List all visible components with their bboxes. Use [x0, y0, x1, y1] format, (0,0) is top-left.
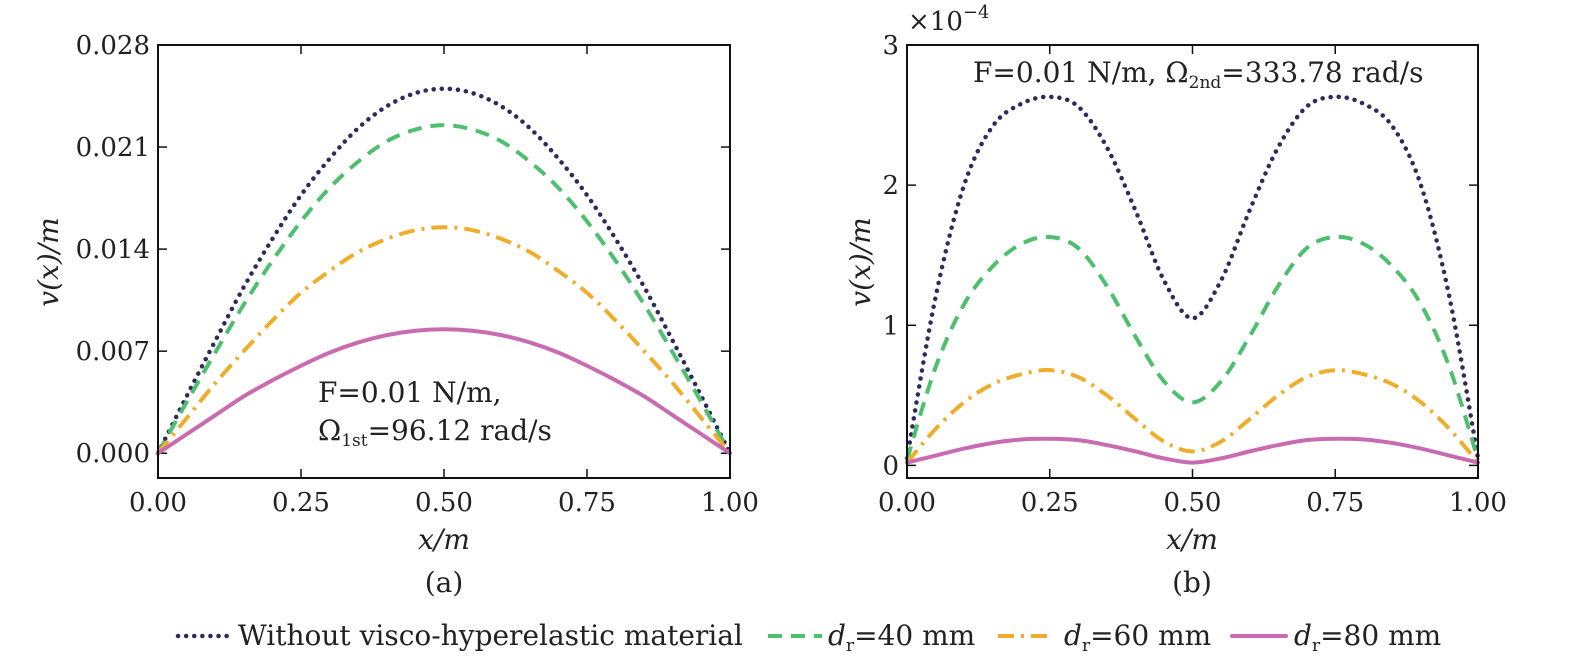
panel-a-xtick-label-4: 1.00	[701, 488, 759, 518]
panel-a-ytick-label-2: 0.014	[76, 235, 150, 265]
panel-b-series-none	[904, 94, 1481, 461]
panel-b-ylabel: v(x)/m	[844, 217, 877, 306]
panel-a-series-d80	[156, 327, 732, 456]
panel-b-series-d60	[905, 368, 1480, 464]
panel-a-series-none	[155, 86, 733, 456]
legend-label-d60: dr=60 mm	[1064, 619, 1211, 656]
panel-a-xtick-label-2: 0.50	[415, 488, 473, 518]
panel-b-annotation: F=0.01 N/m, Ω2nd=333.78 rad/s	[973, 56, 1423, 93]
panel-b-caption: (b)	[1172, 566, 1212, 599]
panel-b-xlabel: x/m	[1166, 523, 1218, 556]
panel-b-series-d80	[905, 436, 1480, 465]
panel-a-annotation-line2: Ω1st=96.12 rad/s	[318, 414, 552, 451]
panel-a-caption: (a)	[425, 566, 464, 599]
panel-b-ytick-label-2: 2	[882, 171, 899, 201]
legend: Without visco-hyperelastic material dr=4…	[175, 619, 1441, 656]
panel-a-ytick-label-4: 0.028	[76, 31, 150, 61]
panel-b-frame	[906, 44, 1479, 479]
panel-b-ytick-label-1: 1	[882, 311, 899, 341]
panel-b-ticks: 0.00 0.25 0.50 0.75 1.00 0 1 2 3	[878, 31, 1507, 518]
panel-a: 0.00 0.25 0.50 0.75 1.00 0.000 0.007 0.014 0.021…	[32, 31, 759, 599]
panel-b-xtick-label-1: 0.25	[1021, 488, 1079, 518]
panel-b-xtick-label-4: 1.00	[1449, 488, 1507, 518]
panel-a-series-d60	[156, 225, 732, 455]
panel-a-ytick-label-3: 0.021	[76, 133, 150, 163]
panel-a-annotation-line1: F=0.01 N/m,	[318, 376, 502, 409]
panel-b-multiplier: ×10−4	[908, 2, 989, 37]
panel-a-ytick-label-0: 0.000	[76, 439, 150, 469]
panel-b-xtick-label-0: 0.00	[878, 488, 936, 518]
panel-a-ylabel: v(x)/m	[32, 217, 65, 306]
panel-b-series-d40	[905, 234, 1480, 461]
panel-b-ytick-label-3: 3	[882, 31, 899, 61]
panel-a-ticks: 0.00 0.25 0.50 0.75 1.00 0.000 0.007 0.014 0.021…	[76, 31, 759, 518]
panel-b-ytick-label-0: 0	[882, 451, 899, 481]
panel-b-xtick-label-2: 0.50	[1164, 488, 1222, 518]
panel-a-frame	[157, 44, 731, 479]
legend-label-none: Without visco-hyperelastic material	[238, 619, 743, 652]
panel-b-series	[904, 94, 1481, 465]
panel-a-series-d40	[156, 123, 732, 455]
panel-b: 0.00 0.25 0.50 0.75 1.00 0 1 2 3 ×10−4 x/m v(x)/…	[844, 2, 1507, 599]
panel-b-xtick-label-3: 0.75	[1306, 488, 1364, 518]
panel-a-xtick-label-3: 0.75	[558, 488, 616, 518]
panel-a-xtick-label-0: 0.00	[129, 488, 187, 518]
panel-a-xtick-label-1: 0.25	[272, 488, 330, 518]
legend-label-d80: dr=80 mm	[1294, 619, 1441, 656]
panel-a-xlabel: x/m	[418, 523, 470, 556]
legend-label-d40: dr=40 mm	[828, 619, 975, 656]
panel-a-ytick-label-1: 0.007	[76, 337, 150, 367]
panel-a-series	[155, 86, 733, 456]
